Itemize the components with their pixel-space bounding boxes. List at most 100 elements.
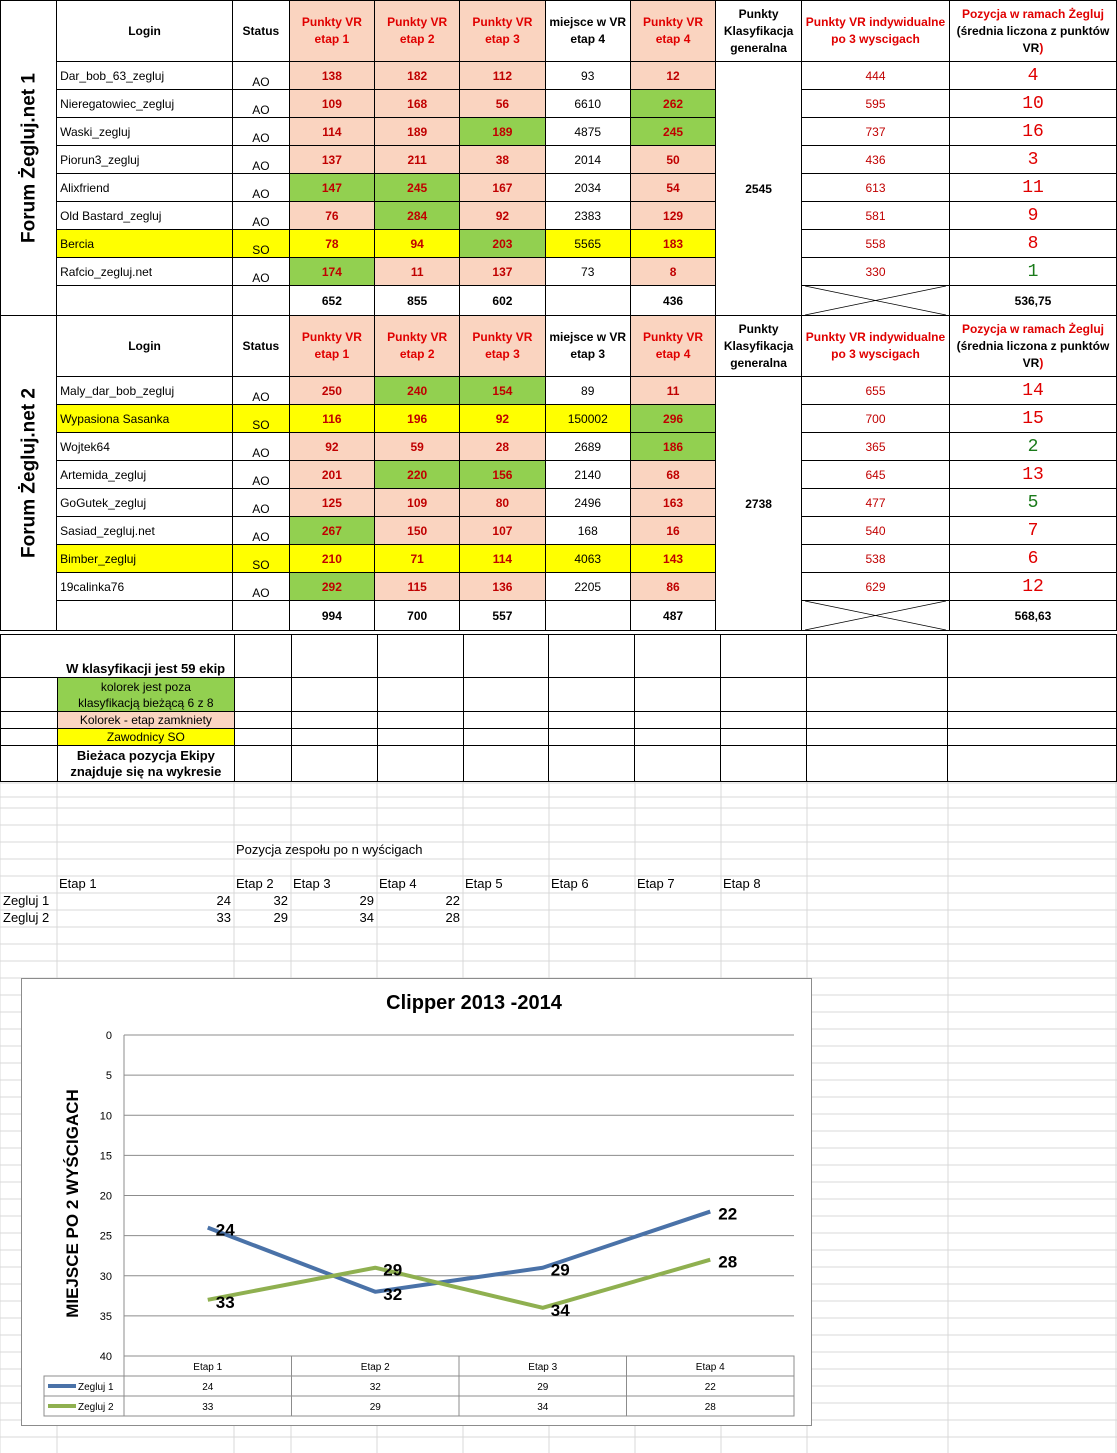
pozycja-cell: 13: [948, 460, 1117, 489]
forum2-label: Forum Żegluj.net 2: [18, 388, 40, 558]
miejsce-cell: 6610: [544, 89, 631, 118]
legend-peach: Kolorek - etap zamkniety: [56, 711, 235, 729]
header-status: Status: [232, 315, 290, 377]
vr-e2-cell: 189: [374, 117, 461, 146]
vr-e2-cell: 115: [374, 572, 461, 601]
indywidualne-cell: 613: [800, 173, 950, 202]
vr-e3-cell: 56: [459, 89, 546, 118]
etap-header: Etap 7: [637, 876, 675, 891]
etap-header: Etap 3: [293, 876, 331, 891]
miejsce-cell: 2140: [544, 460, 631, 489]
header-status: Status: [232, 0, 290, 62]
forum1-label: Forum Żegluj.net 1: [18, 73, 40, 243]
pozycja-cell: 7: [948, 516, 1117, 545]
vr-e2-cell: 240: [374, 376, 461, 405]
login-cell: Alixfriend: [56, 173, 234, 202]
header-login: Login: [56, 315, 234, 377]
forum2-section: Forum Żegluj.net 2 Login Status Punkty VR e…: [0, 315, 1117, 631]
indywidualne-cell: 629: [800, 572, 950, 601]
vr-e1-cell: 267: [288, 516, 376, 545]
vr-e4-cell: 129: [629, 201, 717, 230]
legend-note: Bieżaca pozycja Ekipy znajduje się na wyk…: [56, 745, 235, 782]
vr-e4-cell: 262: [629, 89, 717, 118]
vr-e1-cell: 116: [288, 404, 376, 433]
summary-value: 32: [273, 893, 288, 908]
status-cell: AO: [232, 432, 290, 461]
data-table-value: 32: [370, 1382, 382, 1393]
header-vr3: Punkty VR etap 3: [459, 0, 546, 62]
vr-e1-cell: 174: [288, 257, 376, 286]
summary-value: 29: [359, 893, 374, 908]
vr-e4-cell: 296: [629, 404, 717, 433]
status-cell: AO: [232, 572, 290, 601]
login-cell: GoGutek_zegluj: [56, 488, 234, 517]
indywidualne-cell: 581: [800, 201, 950, 230]
crossed-cell: [800, 285, 950, 316]
pozycja-cell: 9: [948, 201, 1117, 230]
vr-e3-cell: 189: [459, 117, 546, 146]
table-row: Waski_zegluj AO 114 189 189 4875 245 737 16: [1, 117, 1117, 146]
vr-e1-cell: 201: [288, 460, 376, 489]
sum-e3: 602: [459, 285, 546, 316]
table-row: Sasiad_zegluj.net AO 267 150 107 168 16 540 7: [1, 516, 1117, 545]
login-cell: Bercia: [56, 229, 234, 258]
miejsce-cell: 4875: [544, 117, 631, 146]
y-tick-label: 15: [100, 1150, 112, 1162]
status-cell: AO: [232, 61, 290, 90]
vr-e3-cell: 92: [459, 201, 546, 230]
header-klasyfikacja: Punkty Klasyfikacja generalna: [715, 315, 802, 377]
login-cell: Waski_zegluj: [56, 117, 234, 146]
indywidualne-cell: 477: [800, 488, 950, 517]
summary-title: Pozycja zespołu po n wyścigach: [236, 842, 423, 857]
miejsce-cell: 4063: [544, 544, 631, 573]
x-tick-label: Etap 4: [696, 1362, 725, 1373]
header-vr3: Punkty VR etap 3: [459, 315, 546, 377]
data-label: 28: [718, 1253, 737, 1272]
vr-e4-cell: 186: [629, 432, 717, 461]
pozycja-cell: 5: [948, 488, 1117, 517]
header-vr2: Punkty VR etap 2: [374, 315, 461, 377]
summary-value: 33: [216, 910, 231, 925]
vr-e3-cell: 92: [459, 404, 546, 433]
header-vr1: Punkty VR etap 1: [288, 315, 376, 377]
etap-header: Etap 4: [379, 876, 417, 891]
status-cell: AO: [232, 460, 290, 489]
data-table-value: 33: [202, 1402, 214, 1413]
series-line-2: [207, 1257, 711, 1310]
y-axis-title: MIEJSCE PO 2 WYŚCIGACH: [63, 1089, 82, 1318]
header-indywidualne: Punkty VR indywidualne po 3 wyscigach: [800, 315, 950, 377]
vr-e1-cell: 138: [288, 61, 376, 90]
data-label: 33: [216, 1293, 235, 1312]
login-cell: Sasiad_zegluj.net: [56, 516, 234, 545]
data-label: 24: [216, 1221, 235, 1240]
etap-header: Etap 1: [59, 876, 97, 891]
vr-e1-cell: 137: [288, 145, 376, 174]
summary-row-name: Zegluj 1: [3, 893, 50, 908]
vr-e3-cell: 112: [459, 61, 546, 90]
vr-e1-cell: 76: [288, 201, 376, 230]
pozycja-cell: 11: [948, 173, 1117, 202]
pozycja-cell: 1: [948, 257, 1117, 286]
y-tick-label: 40: [100, 1351, 112, 1363]
status-cell: SO: [232, 404, 290, 433]
data-label: 29: [383, 1261, 402, 1280]
pozycja-cell: 8: [948, 229, 1117, 258]
series-line-1: [207, 1209, 711, 1294]
miejsce-cell: 168: [544, 516, 631, 545]
miejsce-cell: 73: [544, 257, 631, 286]
vr-e2-cell: 94: [374, 229, 461, 258]
vr-e3-cell: 156: [459, 460, 546, 489]
status-cell: AO: [232, 117, 290, 146]
vr-e4-cell: 54: [629, 173, 717, 202]
login-cell: Dar_bob_63_zegluj: [56, 61, 234, 90]
header-indywidualne: Punkty VR indywidualne po 3 wyscigach: [800, 0, 950, 62]
header-login: Login: [56, 0, 234, 62]
indywidualne-cell: 540: [800, 516, 950, 545]
sum-e4: 436: [629, 285, 717, 316]
miejsce-cell: 2496: [544, 488, 631, 517]
miejsce-cell: 93: [544, 61, 631, 90]
results-table: Forum Żegluj.net 1 Login Status Punkty VR e…: [0, 0, 1117, 631]
indywidualne-cell: 595: [800, 89, 950, 118]
status-cell: AO: [232, 201, 290, 230]
vr-e3-cell: 203: [459, 229, 546, 258]
